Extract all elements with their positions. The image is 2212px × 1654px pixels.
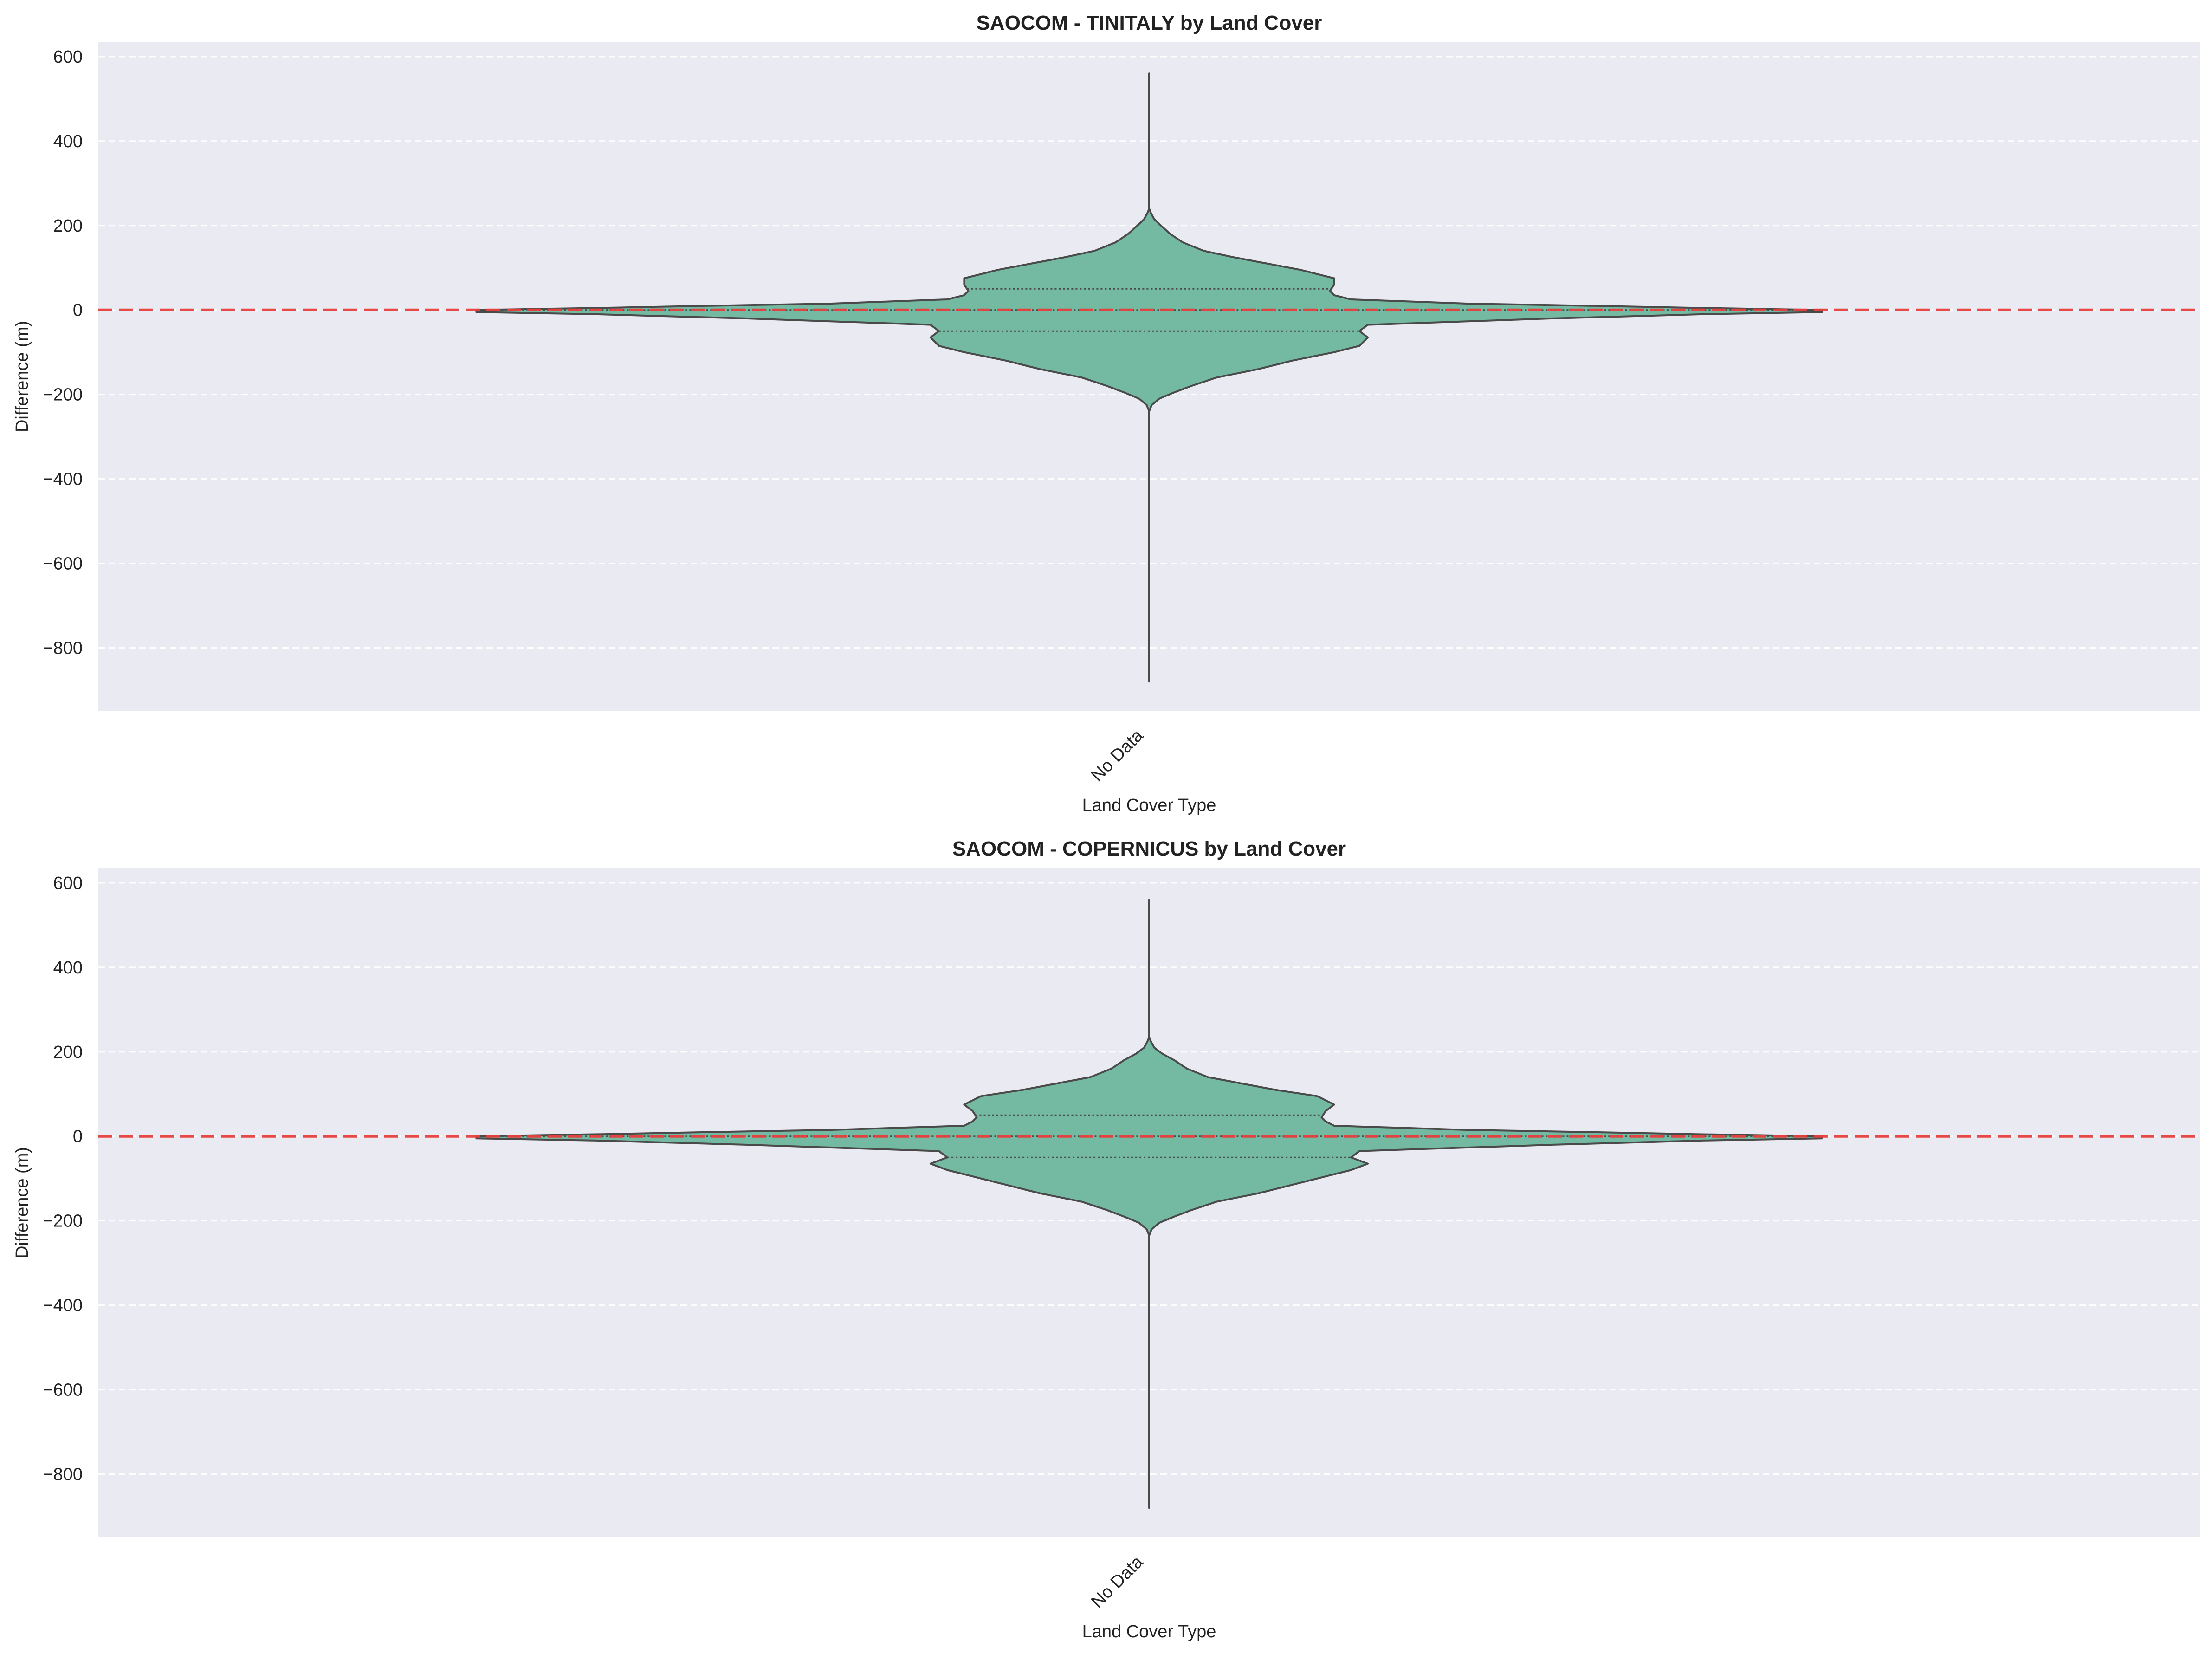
y-tick-label-neg400: −400	[43, 470, 83, 489]
y-tick-label-400: 400	[53, 132, 83, 151]
y-tick-label-neg800: −800	[43, 1465, 83, 1485]
y-tick-label-neg600: −600	[43, 1381, 83, 1400]
y-axis-label: Difference (m)	[13, 1147, 32, 1258]
y-tick-label-0: 0	[73, 301, 83, 320]
y-tick-label-neg600: −600	[43, 554, 83, 574]
y-tick-label-neg200: −200	[43, 1212, 83, 1231]
x-axis-label: Land Cover Type	[1082, 1622, 1216, 1641]
y-tick-label-neg200: −200	[43, 385, 83, 405]
panel-title: SAOCOM - COPERNICUS by Land Cover	[952, 837, 1346, 860]
x-axis-label: Land Cover Type	[1082, 796, 1216, 815]
y-tick-label-400: 400	[53, 958, 83, 978]
y-tick-labels: 600 400 200 0 −200 −400 −600 −800	[43, 47, 83, 658]
y-tick-label-0: 0	[73, 1127, 83, 1147]
y-tick-label-600: 600	[53, 874, 83, 893]
y-tick-label-200: 200	[53, 216, 83, 236]
y-tick-label-neg400: −400	[43, 1296, 83, 1316]
violin-panel-tinitaly: SAOCOM - TINITALY by Land Cover 600 400 20…	[13, 12, 2200, 815]
y-tick-label-neg800: −800	[43, 639, 83, 658]
y-axis-label: Difference (m)	[13, 321, 32, 432]
violin-body	[475, 899, 1823, 1509]
y-tick-label-200: 200	[53, 1043, 83, 1062]
y-tick-labels: 600 400 200 0 −200 −400 −600 −800	[43, 874, 83, 1485]
panel-title: SAOCOM - TINITALY by Land Cover	[977, 12, 1322, 34]
violin-panel-copernicus: SAOCOM - COPERNICUS by Land Cover 600 400…	[13, 837, 2200, 1641]
gridlines	[98, 56, 2200, 649]
violin-body	[475, 72, 1823, 683]
y-tick-label-600: 600	[53, 47, 83, 67]
